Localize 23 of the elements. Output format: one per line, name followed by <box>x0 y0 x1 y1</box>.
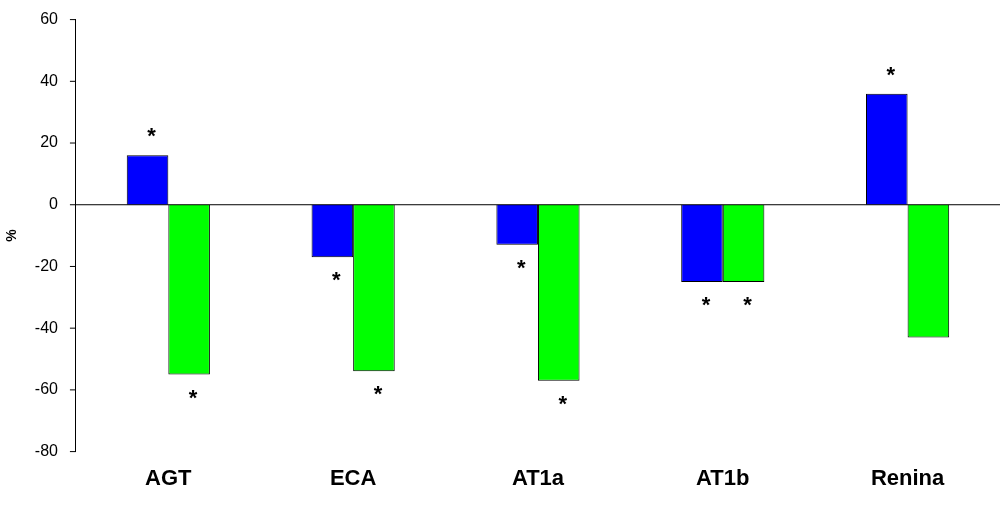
x-tick-label: AGT <box>145 464 193 490</box>
annotation: * <box>373 381 383 407</box>
annotation: * <box>188 384 198 410</box>
y-axis-title: % <box>3 228 20 242</box>
annotation: * <box>558 390 568 416</box>
annotation: * <box>743 291 753 317</box>
y-tick-label: -60 <box>34 380 59 398</box>
y-tick-label: -20 <box>34 256 59 274</box>
annotation: * <box>886 61 896 87</box>
x-tick-label: AT1b <box>696 464 750 490</box>
annotation: * <box>147 123 157 149</box>
y-tick-label: 60 <box>40 10 59 28</box>
y-tick-label: -80 <box>34 442 59 460</box>
x-tick-label: Renina <box>870 464 946 490</box>
x-tick-label: AT1a <box>511 464 565 490</box>
annotation: * <box>516 254 526 280</box>
y-tick-label: 40 <box>40 71 59 89</box>
y-tick-label: -40 <box>34 318 59 336</box>
y-tick-label: 0 <box>49 195 59 213</box>
annotation: * <box>332 267 342 293</box>
x-tick-label: ECA <box>329 464 377 490</box>
y-tick-label: 20 <box>40 133 59 151</box>
annotation: * <box>701 291 711 317</box>
